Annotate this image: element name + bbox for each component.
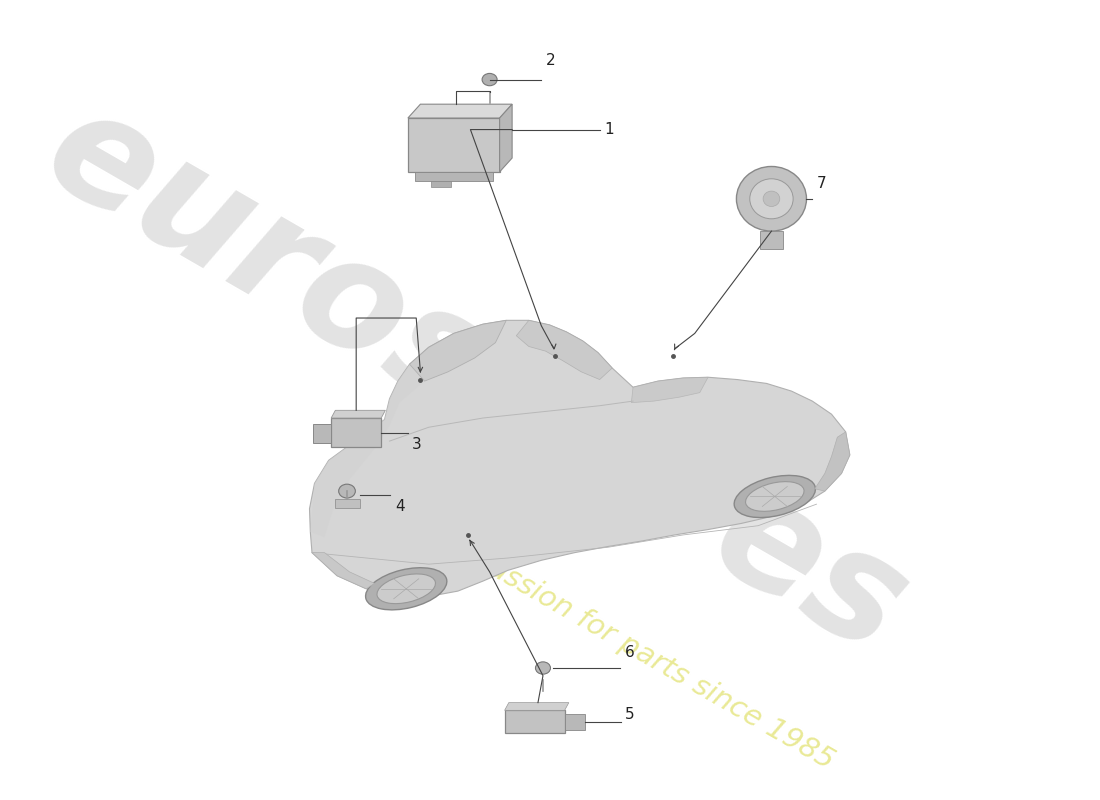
- Ellipse shape: [339, 484, 355, 498]
- Polygon shape: [309, 320, 850, 597]
- Ellipse shape: [734, 475, 815, 518]
- Ellipse shape: [746, 482, 804, 511]
- Polygon shape: [505, 710, 564, 734]
- Polygon shape: [331, 410, 385, 418]
- Polygon shape: [408, 118, 499, 172]
- Ellipse shape: [536, 662, 550, 674]
- Polygon shape: [408, 104, 513, 118]
- Polygon shape: [815, 432, 850, 491]
- Text: 1: 1: [604, 122, 614, 137]
- Polygon shape: [499, 104, 513, 172]
- Polygon shape: [415, 172, 493, 181]
- Polygon shape: [760, 231, 783, 249]
- Polygon shape: [505, 702, 569, 710]
- Polygon shape: [310, 364, 425, 538]
- Polygon shape: [312, 553, 374, 589]
- Text: 2: 2: [546, 53, 556, 68]
- Ellipse shape: [482, 74, 497, 86]
- Polygon shape: [431, 181, 451, 187]
- Text: 5: 5: [625, 706, 635, 722]
- Polygon shape: [564, 714, 585, 730]
- Polygon shape: [312, 424, 331, 442]
- Polygon shape: [331, 418, 382, 447]
- Circle shape: [750, 178, 793, 218]
- Polygon shape: [334, 498, 360, 508]
- Circle shape: [763, 191, 780, 206]
- Text: 7: 7: [816, 176, 826, 191]
- Polygon shape: [516, 320, 613, 379]
- Text: 6: 6: [625, 645, 635, 660]
- Circle shape: [736, 166, 806, 231]
- Ellipse shape: [377, 574, 436, 604]
- Polygon shape: [409, 320, 506, 381]
- Polygon shape: [631, 378, 708, 402]
- Ellipse shape: [365, 568, 447, 610]
- Text: a passion for parts since 1985: a passion for parts since 1985: [444, 530, 839, 774]
- Text: 4: 4: [395, 499, 405, 514]
- Text: 3: 3: [412, 438, 421, 453]
- Text: eurospares: eurospares: [21, 74, 932, 686]
